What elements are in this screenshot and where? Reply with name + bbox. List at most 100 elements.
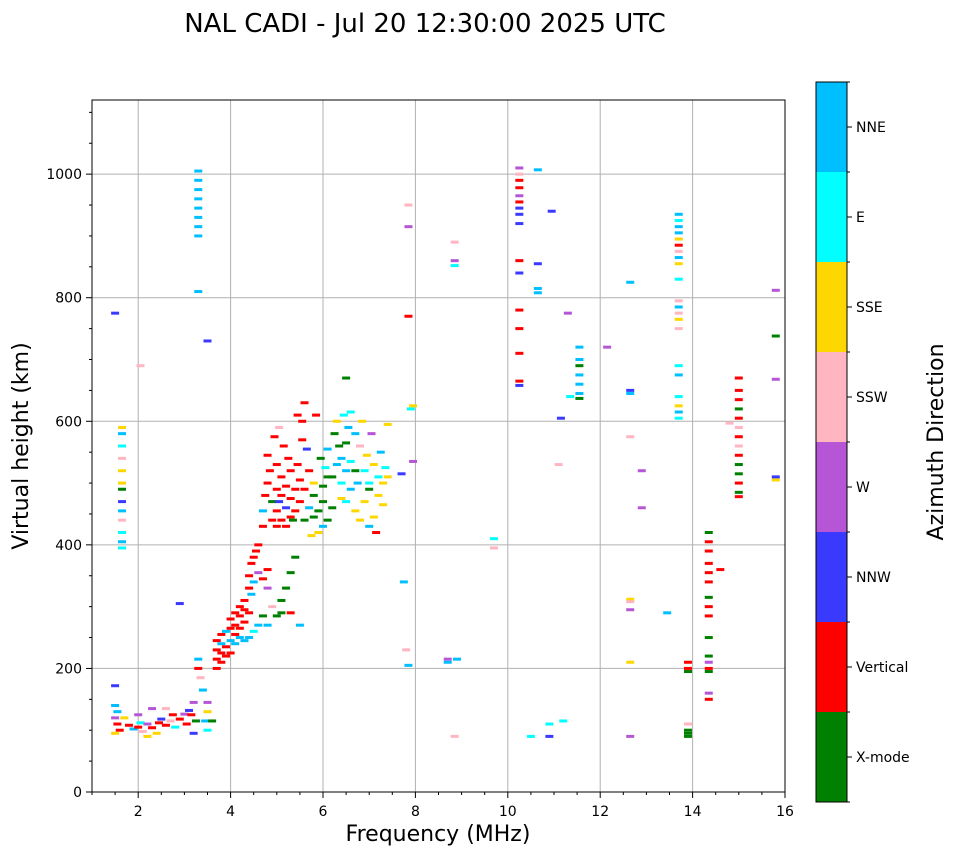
data-point [162,724,170,727]
data-point [705,605,713,608]
data-point [705,562,713,565]
x-tick-label: 14 [684,804,702,820]
y-tick-label: 800 [55,291,82,307]
data-point [291,556,299,559]
data-point [118,457,126,460]
data-point [113,723,121,726]
data-point [310,516,318,519]
data-point [275,500,283,503]
data-point [555,463,563,466]
data-point [735,472,743,475]
grid-lines [92,100,785,792]
data-point [564,312,572,315]
data-point [294,463,302,466]
data-point [155,721,163,724]
data-point [368,432,376,435]
data-point [381,466,389,469]
data-point [735,398,743,401]
colorbar-segment [816,82,847,172]
data-point [347,488,355,491]
data-point [176,602,184,605]
data-point [409,460,417,463]
data-point [347,460,355,463]
data-point [684,732,692,735]
data-point [354,482,362,485]
data-point [705,550,713,553]
data-point [370,463,378,466]
data-point [284,457,292,460]
data-point [342,500,350,503]
data-point [575,392,583,395]
data-point [137,721,145,724]
colorbar-segment [816,532,847,622]
data-point [347,411,355,414]
data-point [194,170,202,173]
data-point [626,392,634,395]
data-point [705,661,713,664]
data-point [194,197,202,200]
data-point [351,509,359,512]
data-point [254,543,262,546]
data-point [261,494,269,497]
data-point [344,426,352,429]
data-point [201,719,209,722]
ionogram-chart: NAL CADI - Jul 20 12:30:00 2025 UTC 2468… [0,0,958,857]
data-point [194,188,202,191]
data-point [340,414,348,417]
data-point [515,352,523,355]
data-point [296,624,304,627]
data-point [222,630,230,633]
data-point [324,519,332,522]
data-point [310,494,318,497]
data-point [663,611,671,614]
colorbar-tick-label: SSE [856,300,883,316]
data-point [772,289,780,292]
data-point [363,454,371,457]
data-point [275,426,283,429]
data-point [277,599,285,602]
data-point [735,495,743,498]
data-point [534,287,542,290]
data-point [303,448,311,451]
y-tick-label: 200 [55,661,82,677]
data-point [444,661,452,664]
data-point [111,732,119,735]
data-point [342,441,350,444]
data-point [515,272,523,275]
data-point [314,531,322,534]
data-point [282,506,290,509]
data-point [675,411,683,414]
data-point [213,639,221,642]
data-point [675,213,683,216]
data-point [515,309,523,312]
data-point [118,482,126,485]
data-point [268,519,276,522]
data-point [116,729,124,732]
data-point [118,426,126,429]
data-point [217,642,225,645]
data-point [342,377,350,380]
data-point [245,636,253,639]
data-point [735,377,743,380]
data-point [194,290,202,293]
data-point [240,621,248,624]
data-point [307,534,315,537]
data-point [515,213,523,216]
data-point [143,735,151,738]
data-point [675,373,683,376]
data-point [372,531,380,534]
data-point [735,435,743,438]
data-point [626,435,634,438]
data-point [356,519,364,522]
data-point [705,531,713,534]
data-point [250,630,258,633]
data-point [361,469,369,472]
data-point [231,611,239,614]
data-point [735,417,743,420]
y-tick-label: 1000 [46,167,82,183]
data-point [190,732,198,735]
data-point [187,713,195,716]
data-point [118,432,126,435]
data-point [451,735,459,738]
data-point [118,509,126,512]
